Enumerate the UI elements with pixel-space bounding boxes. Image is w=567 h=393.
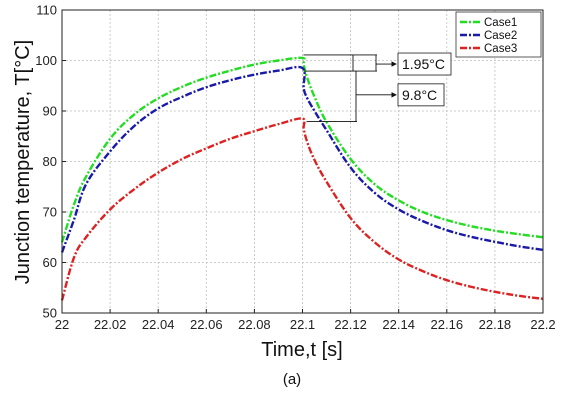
- series-line-case3: [60, 117, 544, 301]
- annotation-box: [397, 83, 445, 107]
- legend-box: [455, 11, 542, 58]
- series-line-case2: [60, 65, 544, 253]
- annotation-box: [397, 52, 452, 76]
- y-tick-label: 70: [43, 205, 57, 220]
- legend-label-case3: Case3: [484, 43, 517, 55]
- legend-label-case1: Case1: [484, 17, 517, 29]
- annotation-label-case1-case2: 1.95°C: [402, 56, 445, 72]
- y-tick-label: 60: [43, 255, 57, 270]
- y-tick-label: 50: [43, 306, 57, 321]
- x-tick-label: 22: [55, 317, 69, 332]
- figure-caption: (a): [283, 371, 301, 388]
- series-lines: [60, 56, 544, 301]
- annotation-label-case2-case3: 9.8°C: [402, 87, 437, 103]
- x-tick-label: 22.16: [431, 317, 464, 332]
- y-tick-label: 100: [35, 53, 57, 68]
- y-tick-label: 110: [36, 3, 57, 18]
- ticks: 22 22.02 22.04 22.06 22.08 22.1 22.12 22.14 22.1…: [35, 3, 555, 333]
- x-tick-label: 22.02: [94, 317, 127, 332]
- x-tick-label: 22.12: [334, 317, 367, 332]
- x-tick-label: 22.14: [382, 317, 415, 332]
- x-tick-label: 22.2: [530, 317, 555, 332]
- x-tick-label: 22.06: [190, 317, 223, 332]
- annotations: 1.95°C 9.8°C: [303, 52, 452, 123]
- series-line-case1: [60, 56, 544, 243]
- x-tick-label: 22.04: [142, 317, 175, 332]
- x-tick-label: 22.1: [290, 317, 315, 332]
- x-axis-label: Time,t [s]: [261, 339, 342, 361]
- grid: [62, 10, 543, 313]
- y-axis-label: Junction temperature, T[°C]: [12, 40, 34, 284]
- x-tick-label: 22.18: [479, 317, 512, 332]
- y-tick-label: 90: [43, 104, 57, 119]
- x-tick-label: 22.08: [238, 317, 271, 332]
- legend-label-case2: Case2: [484, 30, 517, 42]
- y-tick-label: 80: [43, 154, 57, 169]
